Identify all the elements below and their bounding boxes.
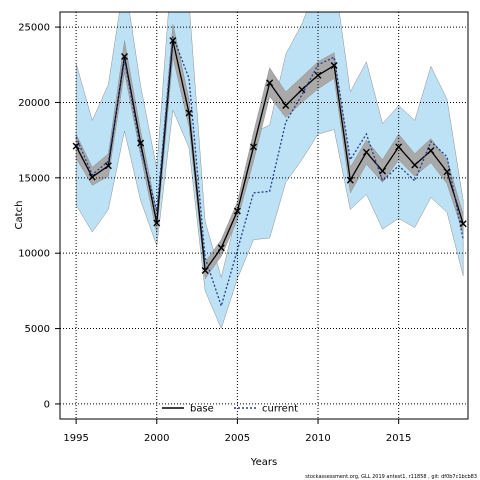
observed-point-1999 [137,139,145,147]
legend-label-current: current [262,404,298,415]
observed-point-2008 [282,101,290,109]
x-axis-title: Years [250,457,277,468]
observed-points [72,37,467,275]
observed-point-2007 [266,79,274,87]
y-tick-label-10000: 10000 [18,249,50,260]
x-tick-label-1995: 1995 [63,433,88,444]
line-current [75,35,464,309]
observed-point-2003 [201,267,209,275]
confidence-bands [75,12,464,330]
observed-point-2002 [185,109,193,117]
observed-point-1998 [121,52,129,60]
grid-lines [60,12,468,419]
x-tick-label-2015: 2015 [386,433,411,444]
y-tick-label-15000: 15000 [18,173,50,184]
observed-point-1997 [104,162,112,170]
observed-point-2013 [362,148,370,156]
observed-point-2019 [459,220,467,228]
observed-point-2011 [330,62,338,70]
observed-point-2016 [411,161,419,169]
legend-label-base: base [190,404,214,415]
x-axis: 1995 2000 2005 2010 2015 [63,419,411,444]
y-tick-label-5000: 5000 [25,324,50,335]
observed-point-1995 [72,142,80,150]
observed-point-2014 [379,167,387,175]
observed-point-1996 [88,173,96,181]
band-current [75,12,464,330]
y-axis-title: Catch [14,201,25,230]
observed-point-2012 [346,176,354,184]
footer-credit: stockassessment.org, GLL 2019 antest1, r… [305,474,477,480]
x-tick-label-2005: 2005 [225,433,250,444]
observed-point-2006 [250,143,258,151]
legend: base current [162,404,298,415]
observed-point-2017 [427,147,435,155]
observed-point-2005 [233,207,241,215]
observed-point-2015 [395,143,403,151]
x-tick-label-2010: 2010 [305,433,330,444]
band-base [75,24,464,280]
observed-point-2004 [217,244,225,252]
observed-point-2000 [153,219,161,227]
observed-point-2010 [314,71,322,79]
y-tick-label-0: 0 [44,399,50,410]
y-tick-label-25000: 25000 [18,23,50,34]
plot-frame [59,11,469,420]
y-axis: 0 5000 10000 15000 20000 25000 [18,23,60,410]
y-tick-label-20000: 20000 [18,98,50,109]
observed-point-2001 [169,37,177,45]
x-tick-label-2000: 2000 [144,433,169,444]
observed-point-2009 [298,86,306,94]
observed-point-2018 [443,168,451,176]
